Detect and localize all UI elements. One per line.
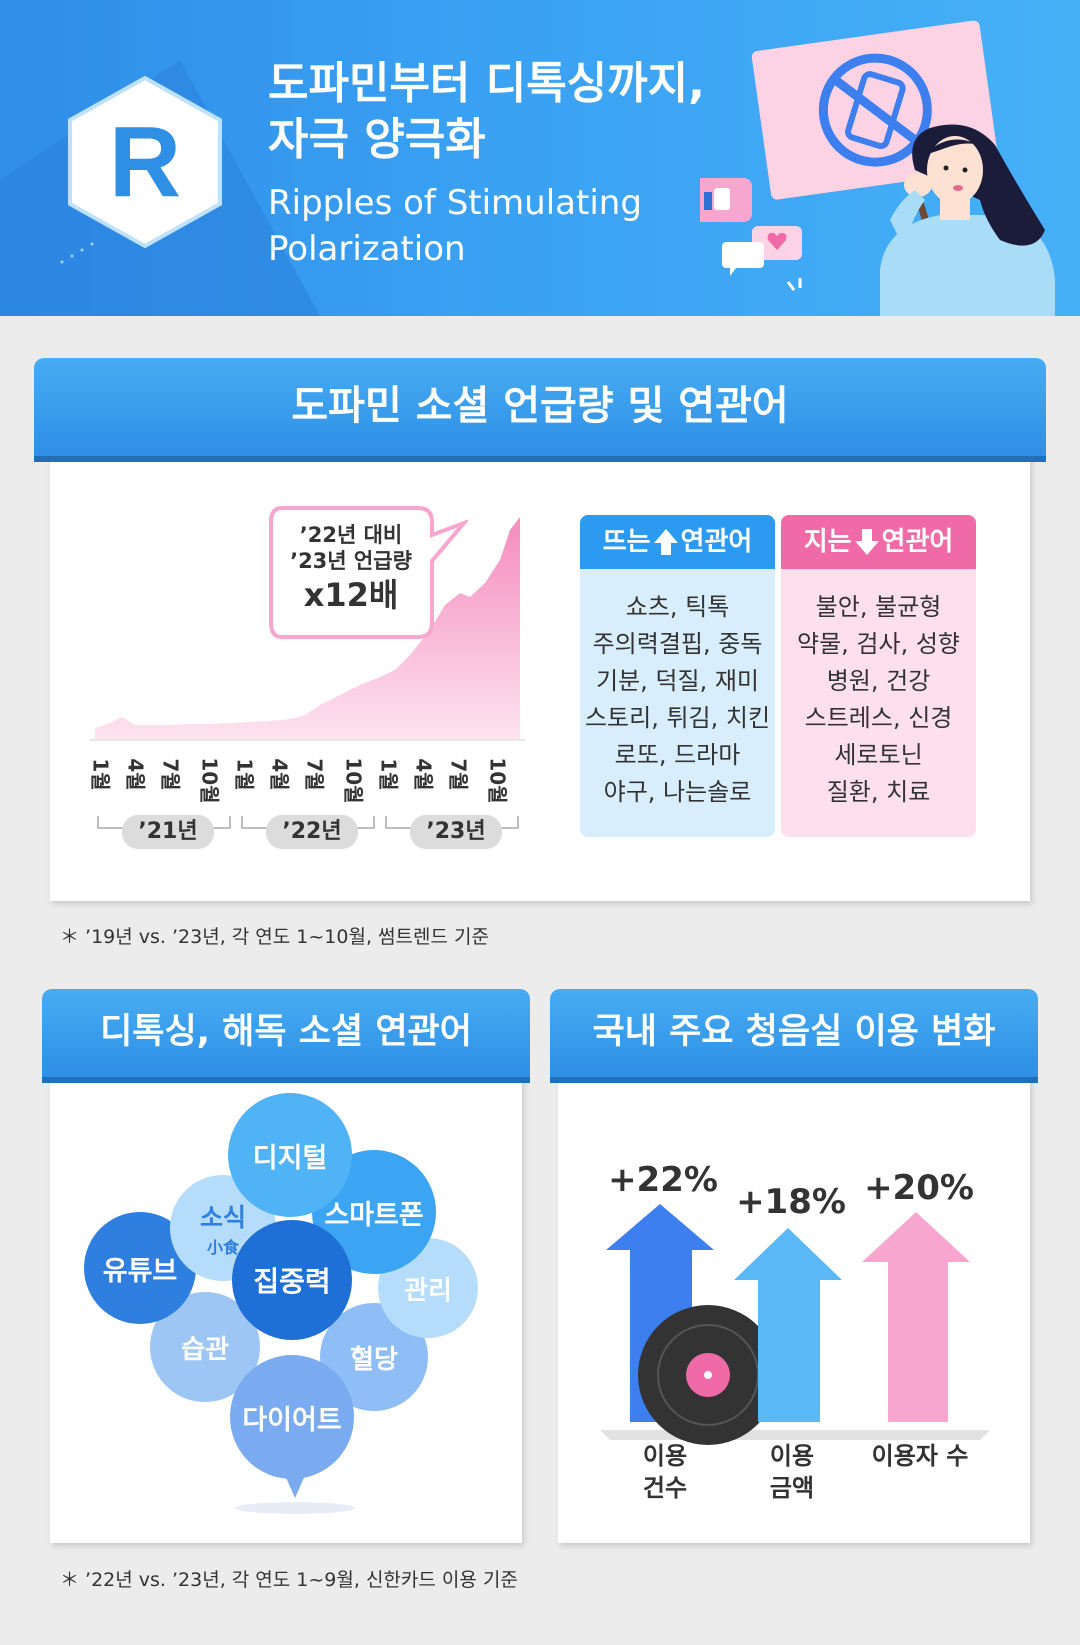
listening-room-arrows — [600, 1204, 990, 1445]
year-label-2021: ’21년 — [122, 815, 214, 849]
label-usage-amount: 이용 금액 — [732, 1440, 852, 1504]
month-label: 1월 — [88, 758, 113, 791]
list-item: 병원, 건강 — [826, 667, 931, 695]
month-label: 4월 — [411, 758, 436, 791]
r-logo-icon: R — [68, 75, 222, 249]
month-label: 4월 — [123, 758, 148, 791]
label-user-count: 이용자 수 — [855, 1440, 985, 1472]
month-label: 7월 — [302, 758, 327, 791]
mention-area-chart — [90, 517, 525, 741]
page-subtitle: Ripples of Stimulating Polarization — [268, 180, 642, 272]
bubble-label: 다이어트 — [242, 1404, 342, 1436]
callout-bubble — [269, 506, 468, 639]
bubble-focus: 집중력 — [232, 1220, 352, 1340]
month-label: 7월 — [158, 758, 183, 791]
list-item: 야구, 나는솔로 — [603, 778, 752, 806]
label-line: 이용 — [642, 1442, 688, 1470]
callout-value: x12배 — [303, 576, 399, 614]
falling-label-pre: 지는 — [803, 527, 852, 557]
rising-label-post: 연관어 — [680, 527, 753, 557]
header-banner: R 도파민부터 디톡싱까지, 자극 양극화 Ripples of Stimula… — [0, 0, 1080, 316]
callout-text: ’22년 대비 ’23년 언급량 x12배 — [274, 522, 428, 616]
label-line: 이용자 수 — [871, 1442, 969, 1470]
area-series — [95, 517, 520, 740]
section2-title: 디톡싱, 해독 소셜 연관어 — [42, 989, 530, 1077]
bubble-label: 스마트폰 — [324, 1199, 424, 1231]
bubble-label: 유튜브 — [102, 1255, 178, 1287]
bubble-diet: 다이어트 — [230, 1355, 354, 1479]
list-item: 로또, 드라마 — [614, 741, 741, 769]
title-line-2: 자극 양극화 — [268, 114, 486, 165]
callout-line-1: ’22년 대비 — [299, 523, 403, 547]
page-title: 도파민부터 디톡싱까지, 자극 양극화 — [268, 56, 705, 168]
list-item: 스트레스, 신경 — [804, 704, 953, 732]
up-arrow-icon — [653, 529, 678, 555]
year-label-2023: ’23년 — [410, 815, 502, 849]
rising-keywords-panel: 뜨는 연관어 쇼츠, 틱톡 주의력결핍, 중독 기분, 덕질, 재미 스토리, … — [580, 515, 775, 837]
label-usage-count: 이용 건수 — [605, 1440, 725, 1504]
falling-keywords-header: 지는 연관어 — [781, 515, 976, 569]
value-user-count: +20% — [864, 1168, 974, 1208]
section1-title: 도파민 소셜 언급량 및 연관어 — [34, 358, 1046, 456]
heart-chat-icon — [752, 226, 802, 260]
bubble-label: 소식 — [199, 1203, 246, 1232]
section3-footnote: ＊ ’22년 vs. ’23년, 각 연도 1~9월, 신한카드 이용 기준 — [60, 1569, 518, 1591]
month-label: 10월 — [197, 757, 222, 804]
rising-label-pre: 뜨는 — [602, 527, 651, 557]
section1-footnote: ＊ ’19년 vs. ’23년, 각 연도 1~10월, 썸트렌드 기준 — [60, 926, 489, 948]
list-item: 불안, 불균형 — [815, 593, 942, 621]
down-arrow-icon — [854, 529, 879, 555]
bubble-label: 관리 — [404, 1275, 452, 1306]
rising-keywords-header: 뜨는 연관어 — [580, 515, 775, 569]
subtitle-line-1: Ripples of Stimulating — [268, 183, 642, 223]
section3-title: 국내 주요 청음실 이용 변화 — [550, 989, 1038, 1077]
arrow-usage-amount — [734, 1228, 842, 1422]
value-usage-count: +22% — [608, 1160, 718, 1200]
falling-label-post: 연관어 — [881, 527, 954, 557]
list-item: 질환, 치료 — [826, 778, 931, 806]
falling-keywords-panel: 지는 연관어 불안, 불균형 약물, 검사, 성향 병원, 건강 스트레스, 신… — [781, 515, 976, 837]
vinyl-record-icon — [638, 1305, 778, 1445]
arrow-user-count — [862, 1212, 970, 1422]
bubble-digital: 디지털 — [228, 1093, 352, 1217]
protest-illustration — [700, 20, 1055, 316]
month-label: 10월 — [485, 757, 510, 804]
rising-keywords-list: 쇼츠, 틱톡 주의력결핍, 중독 기분, 덕질, 재미 스토리, 튀김, 치킨 … — [580, 569, 775, 811]
month-label: 1월 — [232, 758, 257, 791]
callout-line-2: ’23년 언급량 — [290, 549, 412, 573]
month-label: 7월 — [446, 758, 471, 791]
bubble-sublabel: 小食 — [206, 1238, 239, 1257]
bubble-label: 디지털 — [252, 1142, 328, 1174]
list-item: 기분, 덕질, 재미 — [596, 667, 759, 695]
bubble-label: 집중력 — [253, 1265, 331, 1298]
month-label: 10월 — [341, 757, 366, 804]
subtitle-line-2: Polarization — [268, 229, 466, 269]
year-label-2022: ’22년 — [266, 815, 358, 849]
chat-bubble-icon — [722, 242, 764, 276]
month-label: 4월 — [267, 758, 292, 791]
list-item: 스토리, 튀김, 치킨 — [584, 704, 771, 732]
bubble-label: 습관 — [181, 1334, 229, 1365]
logo-letter: R — [109, 106, 181, 218]
falling-keywords-list: 불안, 불균형 약물, 검사, 성향 병원, 건강 스트레스, 신경 세로토닌 … — [781, 569, 976, 811]
bubble-label: 혈당 — [350, 1344, 398, 1375]
list-item: 세로토닌 — [834, 741, 923, 769]
list-item: 주의력결핍, 중독 — [592, 630, 763, 658]
label-line: 이용 — [769, 1442, 815, 1470]
title-line-1: 도파민부터 디톡싱까지, — [268, 58, 705, 109]
label-line: 건수 — [642, 1474, 688, 1502]
thumbs-up-icon — [700, 178, 752, 222]
no-phone-sign-icon — [818, 53, 932, 167]
list-item: 쇼츠, 틱톡 — [625, 593, 730, 621]
label-line: 금액 — [769, 1474, 815, 1502]
month-label: 1월 — [376, 758, 401, 791]
value-usage-amount: +18% — [736, 1182, 846, 1222]
list-item: 약물, 검사, 성향 — [797, 630, 960, 658]
